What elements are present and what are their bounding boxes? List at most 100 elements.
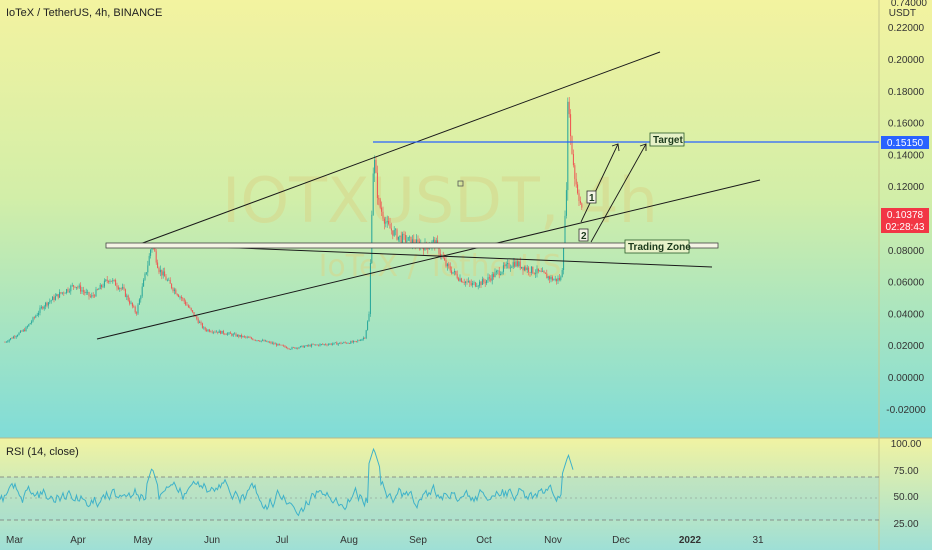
candle-body xyxy=(550,276,552,280)
candle-body xyxy=(140,296,142,300)
candle-body xyxy=(169,279,171,284)
candle-body xyxy=(319,344,321,346)
candle-body xyxy=(260,340,262,342)
candle-body xyxy=(113,279,115,281)
candle-body xyxy=(161,269,163,276)
candle-body xyxy=(176,293,178,296)
candle-body xyxy=(546,273,548,279)
candle-body xyxy=(92,295,94,296)
lower-channel-trendline[interactable] xyxy=(96,179,761,340)
candle-body xyxy=(281,344,283,346)
candle-body xyxy=(350,341,352,344)
candle-body xyxy=(95,289,97,297)
candle-body xyxy=(4,342,6,343)
candle-body xyxy=(173,289,175,291)
candle-body xyxy=(336,342,338,345)
candle-body xyxy=(466,281,468,283)
candle-body xyxy=(285,347,287,349)
candle-body xyxy=(343,342,345,344)
candle-body xyxy=(575,178,577,185)
candle-body xyxy=(299,346,301,348)
candle-body xyxy=(313,344,315,346)
candle-body xyxy=(449,266,451,271)
candle-body xyxy=(508,263,510,268)
candle-body xyxy=(253,339,255,341)
candle-body xyxy=(273,342,275,345)
candle-body xyxy=(557,277,559,282)
time-tick-dec: Dec xyxy=(612,535,630,546)
candle-body xyxy=(341,343,343,344)
wave1-arrow[interactable] xyxy=(580,143,619,223)
wave2-label-box[interactable] xyxy=(578,228,589,242)
time-tick-nov: Nov xyxy=(544,535,562,546)
wave2-arrow[interactable] xyxy=(590,143,647,243)
candle-body xyxy=(235,333,237,337)
candle-body xyxy=(390,228,392,231)
candle-body xyxy=(481,279,483,285)
candle-body xyxy=(312,344,314,345)
candle-body xyxy=(210,331,212,333)
candle-body xyxy=(519,261,521,269)
candle-body xyxy=(116,285,118,288)
trading-zone-band[interactable] xyxy=(105,242,719,249)
candle-body xyxy=(542,270,544,272)
candle-body xyxy=(225,334,227,335)
candle-body xyxy=(295,347,297,349)
candle-body xyxy=(26,326,28,328)
candle-body xyxy=(133,306,135,307)
candle-body xyxy=(564,215,566,248)
candle-body xyxy=(159,269,161,273)
candle-body xyxy=(40,306,42,308)
candle-body xyxy=(463,282,465,284)
candle-body xyxy=(290,349,292,350)
candle-body xyxy=(409,236,411,238)
candle-body xyxy=(211,331,213,333)
price-tick-label: 0.00000 xyxy=(888,373,925,384)
candle-body xyxy=(102,286,104,288)
candle-body xyxy=(231,333,233,336)
upper-channel-trendline[interactable] xyxy=(139,51,661,245)
candle-body xyxy=(280,344,282,346)
candle-body xyxy=(551,276,553,281)
candle-body xyxy=(243,336,245,337)
candle-body xyxy=(445,260,447,267)
candle-body xyxy=(458,278,460,281)
candle-body xyxy=(238,334,240,337)
target-label-box[interactable] xyxy=(649,132,685,147)
rsi-pane-background xyxy=(0,438,932,550)
time-axis[interactable]: Mar Apr May Jun Jul Aug Sep Oct Nov Dec … xyxy=(6,535,764,546)
rsi-tick-75: 75.00 xyxy=(893,466,918,477)
candle-body xyxy=(334,342,336,344)
candle-body xyxy=(123,287,125,290)
candle-body xyxy=(374,159,376,174)
candle-body xyxy=(207,329,209,331)
candle-body xyxy=(246,337,248,338)
candle-body xyxy=(365,330,367,339)
candle-body xyxy=(50,300,52,302)
candle-body xyxy=(38,312,40,315)
candle-body xyxy=(465,281,467,284)
candle-body xyxy=(383,218,385,224)
candle-body xyxy=(175,289,177,294)
candle-body xyxy=(327,344,329,346)
candle-body xyxy=(193,312,195,317)
candle-body xyxy=(199,322,201,323)
candle-body xyxy=(522,266,524,271)
wave2-arrowhead xyxy=(639,143,647,151)
candle-body xyxy=(52,296,54,301)
candle-body xyxy=(196,316,198,320)
candle-body xyxy=(178,295,180,297)
candle-body xyxy=(25,327,27,332)
candle-body xyxy=(283,345,285,347)
wave1-label-box[interactable] xyxy=(586,190,597,204)
candle-body xyxy=(213,331,215,333)
candle-body xyxy=(532,266,534,274)
candle-body xyxy=(379,199,381,208)
candle-body xyxy=(29,323,31,325)
candle-body xyxy=(190,307,192,311)
candle-body xyxy=(64,292,66,294)
trading-zone-label-box[interactable] xyxy=(624,239,690,254)
candle-body xyxy=(70,285,72,292)
candle-body xyxy=(278,343,280,345)
